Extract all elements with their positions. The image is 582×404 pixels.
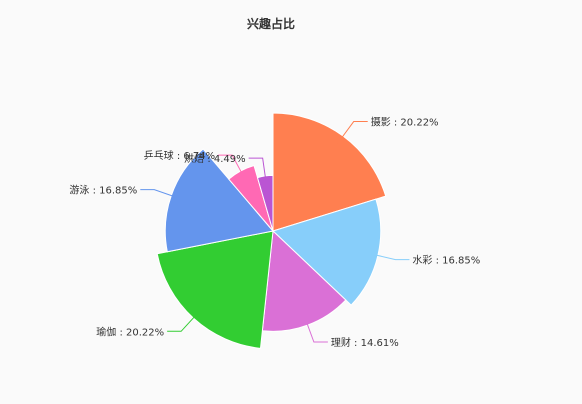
slice-label-2: 理财 : 14.61% — [331, 336, 399, 349]
leader-line-1 — [369, 253, 410, 261]
slice-label-0: 摄影 : 20.22% — [371, 116, 439, 129]
slice-label-5: 乒乓球 : 6.74% — [144, 149, 216, 162]
slice-label-6: 烘焙 : 4.49% — [184, 152, 246, 165]
leader-line-0 — [337, 121, 368, 144]
slice-label-1: 水彩 : 16.85% — [412, 255, 480, 267]
chart-title: 兴趣占比 — [247, 16, 295, 31]
slices-group — [156, 112, 387, 349]
leader-line-3 — [167, 310, 201, 332]
leader-line-5 — [218, 154, 244, 177]
labels-group: 摄影 : 20.22% 水彩 : 16.85% 理财 : 14.61% 瑜伽 : 20… — [69, 116, 480, 349]
leader-line-6 — [248, 157, 267, 181]
leader-line-2 — [304, 317, 328, 343]
leader-lines-group — [140, 121, 410, 343]
slice-label-4: 游泳 : 16.85% — [69, 184, 137, 197]
leader-line-4 — [140, 189, 180, 199]
slice-label-3: 瑜伽 : 20.22% — [96, 325, 164, 338]
